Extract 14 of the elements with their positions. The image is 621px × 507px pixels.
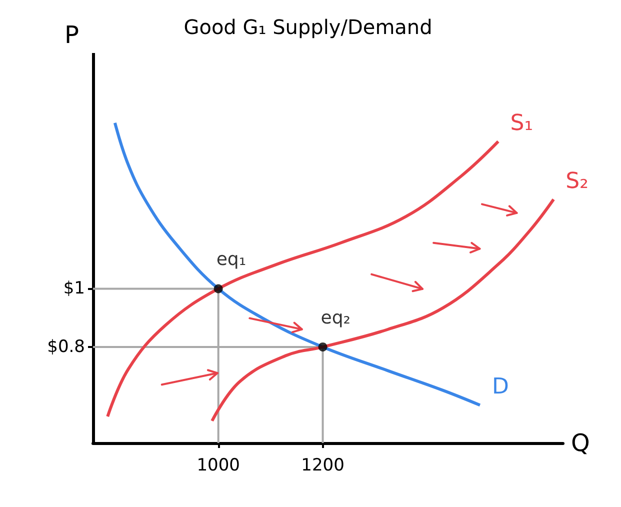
- line-series: [210, 198, 556, 422]
- series-label: S₂: [566, 168, 588, 194]
- y-tick-label: $1: [63, 278, 85, 299]
- annotation: eq₁: [216, 249, 246, 270]
- chart-title: Good G₁ Supply/Demand: [184, 15, 432, 39]
- y-tick-label: $0.8: [47, 336, 85, 357]
- x-tick-label: 1200: [301, 456, 344, 476]
- y-axis-title: P: [64, 21, 79, 49]
- annotation: eq₂: [320, 307, 350, 328]
- line-series: [113, 121, 482, 407]
- x-tick-label: 1000: [196, 456, 240, 476]
- series-label: D: [492, 374, 509, 400]
- series-label: S₁: [510, 110, 534, 136]
- x-axis-title: Q: [571, 429, 590, 457]
